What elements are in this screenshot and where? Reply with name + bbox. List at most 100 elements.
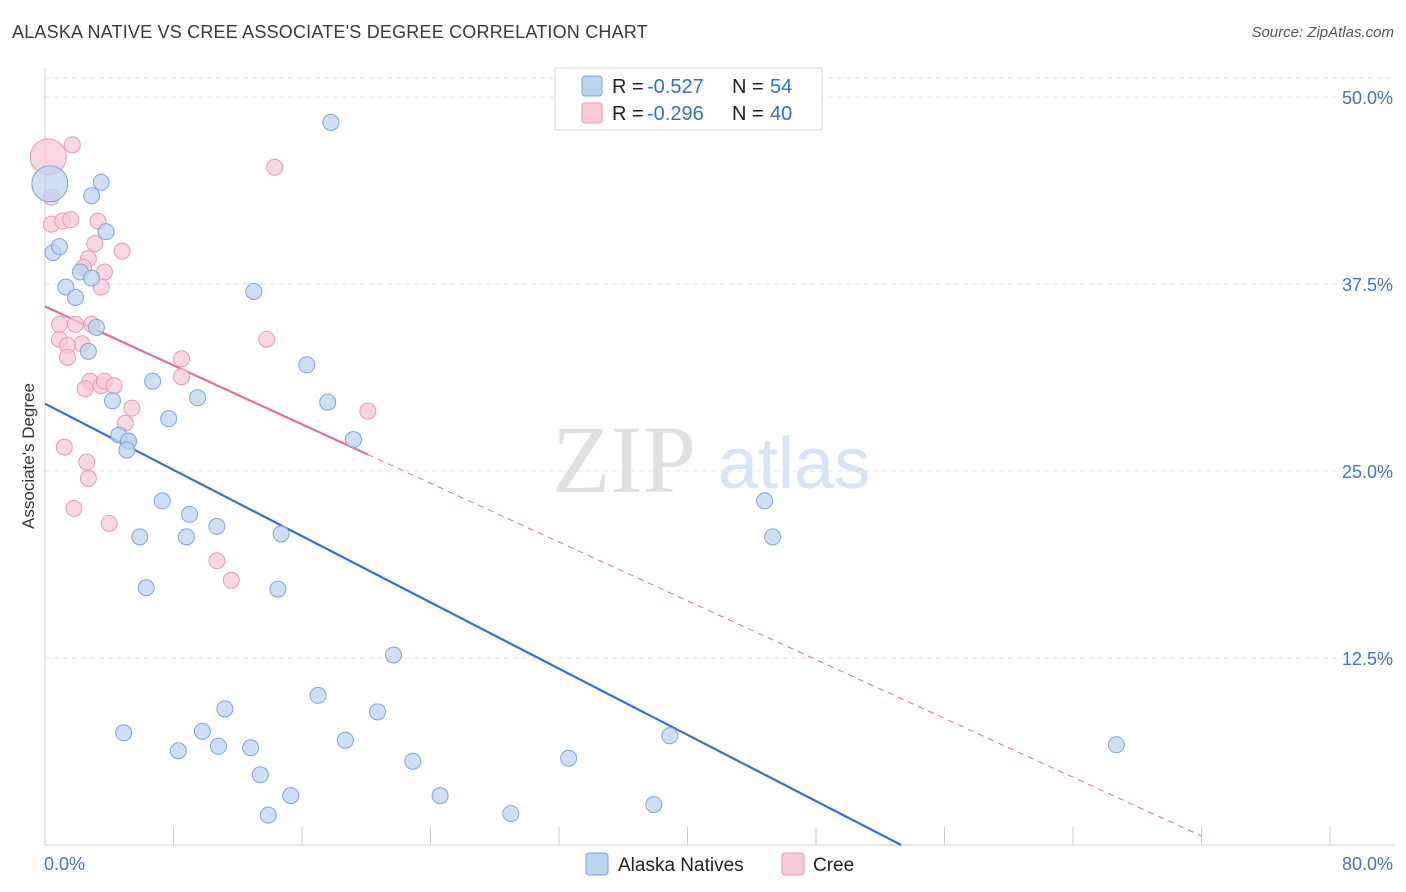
cree-point: [86, 235, 104, 253]
alaska-native-point: [368, 703, 386, 721]
alaska-native-point: [502, 805, 520, 823]
legend-r-value-1: -0.527: [647, 76, 704, 98]
series-legend: Alaska Natives Cree: [585, 852, 854, 876]
alaska-native-point: [209, 737, 227, 755]
cree-point: [266, 158, 284, 176]
cree-point: [79, 469, 97, 487]
legend-swatch-alaska: [581, 75, 603, 97]
legend-r-value-2: -0.296: [647, 103, 704, 125]
alaska-native-point: [269, 580, 287, 598]
legend-n-label-1: N =: [732, 76, 764, 98]
cree-point: [65, 499, 83, 517]
cree-point: [62, 211, 80, 229]
cree-point: [63, 136, 81, 154]
cree-point: [173, 350, 191, 368]
y-tick-label: 37.5%: [1342, 275, 1393, 295]
x-tick-label-max: 80.0%: [1342, 854, 1393, 874]
cree-point: [76, 380, 94, 398]
alaska-native-point: [661, 727, 679, 745]
alaska-native-point: [645, 796, 663, 814]
alaska-native-point: [193, 722, 211, 740]
source-credit: Source: ZipAtlas.com: [1251, 24, 1394, 41]
alaska-native-point: [153, 492, 171, 510]
bottom-legend-swatch-cree: [781, 852, 805, 876]
watermark-zip: ZIP: [552, 406, 696, 513]
cree-point: [55, 438, 73, 456]
alaska-native-point: [103, 392, 121, 410]
alaska-native-point: [50, 238, 68, 256]
alaska-native-point: [756, 492, 774, 510]
alaska-native-point: [245, 282, 263, 300]
bottom-legend-swatch-alaska: [585, 852, 609, 876]
bottom-legend-cree: Cree: [813, 855, 854, 876]
legend-n-value-2: 40: [770, 103, 792, 125]
alaska-native-point: [560, 749, 578, 767]
alaska-native-point: [336, 731, 354, 749]
alaska-native-point: [97, 223, 115, 241]
chart-title: ALASKA NATIVE VS CREE ASSOCIATE'S DEGREE…: [12, 22, 648, 42]
cree-point: [50, 315, 68, 333]
cree-point: [173, 368, 191, 386]
cree-point: [100, 514, 118, 532]
alaska-native-point: [189, 389, 207, 407]
watermark-atlas: atlas: [718, 424, 870, 504]
alaska-native-point: [83, 187, 101, 205]
alaska-native-point: [31, 165, 69, 203]
cree-point: [208, 552, 226, 570]
alaska-native-point: [251, 766, 269, 784]
x-tick-label-min: 0.0%: [44, 854, 85, 874]
bottom-legend-alaska: Alaska Natives: [618, 855, 744, 876]
y-tick-label: 25.0%: [1342, 462, 1393, 482]
cree-point: [222, 571, 240, 589]
gridlines: [45, 77, 1395, 659]
y-tick-labels: 12.5% 25.0% 37.5% 50.0%: [1342, 88, 1393, 669]
alaska-native-point: [344, 431, 362, 449]
alaska-native-point: [181, 505, 199, 523]
stats-legend: R = -0.527 N = 54 R = -0.296 N = 40: [554, 67, 823, 131]
alaska-native-point: [92, 173, 110, 191]
alaska-native-point: [298, 356, 316, 374]
alaska-native-point: [115, 724, 133, 742]
cree-trend-line-extension: [367, 454, 1202, 837]
legend-n-label-2: N =: [732, 103, 764, 125]
alaska-native-point: [216, 700, 234, 718]
alaska-native-point: [160, 410, 178, 428]
legend-r-label-1: R =: [612, 76, 644, 98]
alaska-native-point: [322, 113, 340, 131]
alaska-native-point: [177, 528, 195, 546]
y-tick-label: 12.5%: [1342, 649, 1393, 669]
alaska-native-point: [137, 579, 155, 597]
alaska-native-point: [118, 441, 136, 459]
cree-point: [58, 348, 76, 366]
trend-lines: [44, 305, 1202, 846]
alaska-native-point: [67, 288, 85, 306]
legend-n-value-1: 54: [770, 76, 792, 98]
alaska-native-point: [404, 752, 422, 770]
legend-r-label-2: R =: [612, 103, 644, 125]
alaska-native-point: [1107, 736, 1125, 754]
alaska-native-point: [319, 393, 337, 411]
alaska-native-point: [83, 269, 101, 287]
cree-point: [113, 242, 131, 260]
cree-point: [258, 330, 276, 348]
alaska-native-point: [309, 686, 327, 704]
alaska-native-point: [764, 528, 782, 546]
alaska-native-point: [272, 525, 290, 543]
alaska-native-point: [282, 787, 300, 805]
alaska-native-point: [385, 646, 403, 664]
alaska-native-point: [87, 318, 105, 336]
cree-point: [78, 453, 96, 471]
cree-point: [105, 377, 123, 395]
data-points: [29, 113, 1125, 824]
y-axis-label: Associate's Degree: [19, 383, 38, 529]
alaska-native-point: [169, 742, 187, 760]
watermark: ZIP atlas: [552, 406, 870, 513]
alaska-native-point: [131, 528, 149, 546]
alaska-native-point: [431, 787, 449, 805]
alaska-native-point: [242, 739, 260, 757]
legend-swatch-cree: [581, 102, 603, 124]
y-tick-label: 50.0%: [1342, 88, 1393, 108]
x-tick-labels: 0.0% 80.0%: [44, 854, 1393, 874]
cree-point: [67, 315, 85, 333]
alaska-native-point: [208, 517, 226, 535]
